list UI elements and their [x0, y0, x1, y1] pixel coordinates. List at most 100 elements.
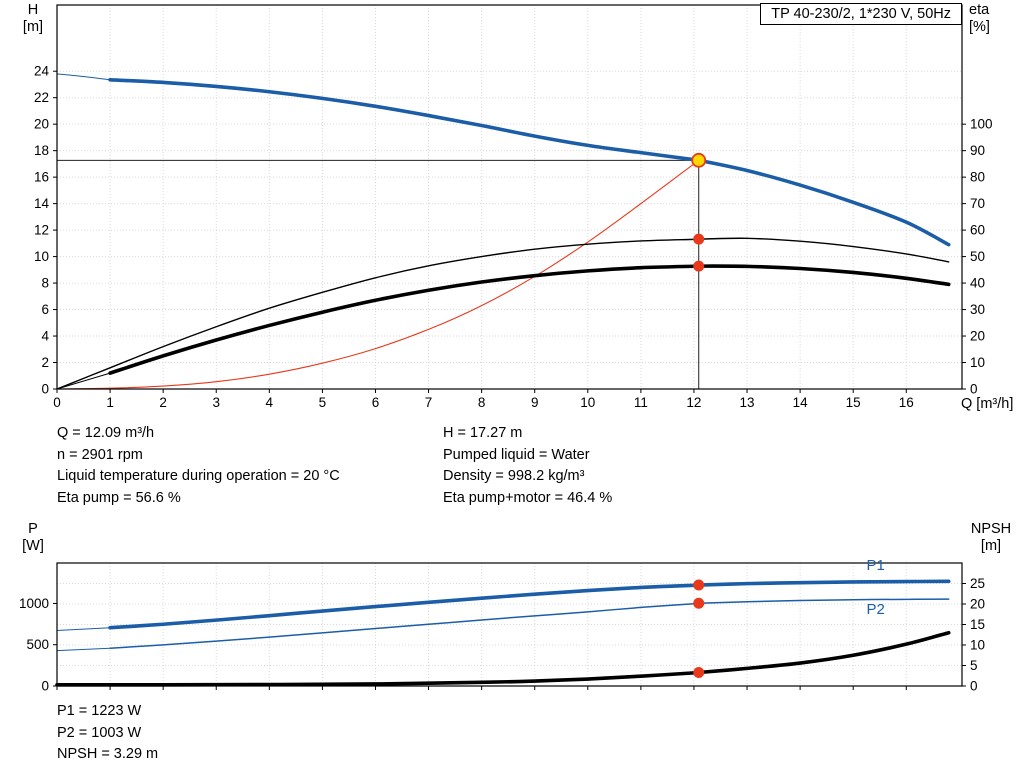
y-left-tick-label: 16 [34, 170, 49, 185]
y-right-tick-label: 50 [970, 249, 985, 264]
series-eta-pump-motor-lead [56, 372, 111, 390]
npsh-axis-label: NPSH [m] [961, 521, 1021, 555]
y-left-tick-label: 12 [34, 223, 49, 238]
y-right-tick-label: 40 [970, 276, 985, 291]
operating-data-left: Q = 12.09 m³/h n = 2901 rpm Liquid tempe… [57, 423, 340, 509]
annotation-eta-pump-motor: Eta pump+motor = 46.4 % [443, 489, 613, 506]
y-right-tick-label: 90 [970, 143, 985, 158]
y-right-tick-label: 100 [970, 117, 993, 132]
q-axis-label: Q [m³/h] [961, 396, 1014, 412]
x-tick-label: 8 [478, 395, 486, 410]
y-right-tick-label: 30 [970, 302, 985, 317]
duty-point[interactable] [691, 152, 707, 168]
series-P1 [108, 579, 951, 630]
series-NPSH [55, 630, 951, 687]
x-tick-label: 6 [372, 395, 380, 410]
annotation-p2: P2 = 1003 W [57, 724, 142, 741]
eta-axis-label: eta [%] [969, 2, 1015, 36]
y-left-tick-label: 500 [26, 637, 49, 652]
p-axis-unit: [W] [22, 538, 44, 554]
y-right-tick-label: 20 [970, 597, 985, 612]
y-left-tick-label: 4 [41, 329, 49, 344]
hq-eta-chart[interactable]: 0 1 2 3 4 5 6 7 8 9 10 11 12 13 14 15 160246810121416182… [0, 0, 1024, 415]
y-left-tick-label: 8 [41, 276, 49, 291]
axis-ticks: 0 500 1000 0 5 10 15 20 25 [19, 576, 985, 694]
x-tick-label: 14 [793, 395, 809, 410]
h-axis-symbol: H [27, 2, 39, 18]
plot-border [56, 4, 963, 390]
npsh-axis-unit: [m] [980, 538, 1002, 554]
y-right-tick-label: 10 [970, 355, 985, 370]
y-right-tick-label: 60 [970, 223, 985, 238]
series-label-P2: P2 [866, 601, 884, 618]
p2-point [693, 597, 705, 609]
x-tick-label: 4 [266, 395, 274, 410]
y-right-tick-label: 0 [970, 382, 978, 397]
annotation-q: Q = 12.09 m³/h [57, 425, 155, 441]
x-tick-label: 10 [580, 395, 595, 410]
y-left-tick-label: 2 [41, 355, 49, 370]
y-right-tick-label: 0 [970, 679, 978, 694]
power-npsh-chart[interactable]: 0 500 1000 0 5 10 15 20 25 P1 P2 [0, 520, 1024, 695]
series-P1-lead [56, 627, 111, 632]
npsh-point [693, 667, 705, 679]
annotation-h: H = 17.27 m [443, 425, 523, 441]
annotation-density: Density = 998.2 kg/m³ [443, 468, 585, 484]
x-tick-label: 15 [846, 395, 861, 410]
y-right-tick-label: 80 [970, 170, 985, 185]
y-right-tick-label: 5 [970, 658, 978, 673]
p1-point [693, 579, 705, 591]
eta-pump-point [693, 233, 705, 245]
y-left-tick-label: 6 [41, 302, 49, 317]
y-left-tick-label: 10 [34, 249, 49, 264]
pump-type-label: TP 40-230/2, 1*230 V, 50Hz [760, 3, 962, 25]
y-left-tick-label: 18 [34, 143, 49, 158]
gridlines [57, 563, 962, 686]
eta-axis-symbol: eta [969, 2, 990, 18]
x-tick-label: 11 [634, 395, 648, 410]
annotation-eta-pump: Eta pump = 56.6 % [57, 489, 181, 506]
axis-ticks: 0 1 2 3 4 5 6 7 8 9 10 11 12 13 14 15 160246810121416182… [34, 64, 993, 410]
p-axis-symbol: P [28, 521, 38, 537]
y-left-tick-label: 24 [34, 64, 50, 79]
x-tick-label: 9 [531, 395, 539, 410]
x-tick-label: 13 [740, 395, 755, 410]
h-axis-unit: [m] [22, 19, 44, 35]
series-P2-lead [56, 647, 111, 652]
series-H-curve-lead [56, 73, 111, 81]
annotation-speed: n = 2901 rpm [57, 446, 143, 463]
power-data: P1 = 1223 W P2 = 1003 W NPSH = 3.29 m [57, 701, 158, 766]
series-eta-pump [56, 237, 950, 390]
x-tick-label: 7 [425, 395, 433, 410]
y-right-tick-label: 20 [970, 329, 985, 344]
x-tick-label: 1 [106, 395, 114, 410]
y-left-tick-label: 14 [34, 196, 50, 211]
x-tick-label: 3 [212, 395, 220, 410]
npsh-axis-symbol: NPSH [970, 521, 1012, 537]
y-left-tick-label: 0 [41, 382, 49, 397]
y-right-tick-label: 70 [970, 196, 985, 211]
series-P2 [109, 598, 950, 649]
x-tick-label: 5 [319, 395, 327, 410]
y-left-tick-label: 1000 [19, 596, 49, 611]
eta-axis-unit: [%] [969, 19, 990, 35]
series-label-P1: P1 [866, 557, 884, 574]
x-tick-label: 2 [159, 395, 167, 410]
annotation-liquid-temp: Liquid temperature during operation = 20… [57, 468, 340, 484]
x-tick-label: 16 [899, 395, 914, 410]
operating-data-right: H = 17.27 m Pumped liquid = Water Densit… [443, 423, 612, 509]
annotation-npsh: NPSH = 3.29 m [57, 746, 159, 762]
gridlines [57, 5, 962, 389]
h-axis-label: H [m] [12, 2, 54, 36]
y-left-tick-label: 0 [41, 679, 49, 694]
x-tick-label: 12 [686, 395, 701, 410]
y-right-tick-label: 15 [970, 617, 985, 632]
x-tick-label: 0 [53, 395, 61, 410]
annotation-pumped-liquid: Pumped liquid = Water [443, 446, 590, 463]
y-right-tick-label: 25 [970, 576, 985, 591]
y-left-tick-label: 22 [34, 90, 49, 105]
y-left-tick-label: 20 [34, 117, 49, 132]
series-H-curve [108, 78, 951, 247]
series-eta-pump-motor [108, 264, 951, 375]
